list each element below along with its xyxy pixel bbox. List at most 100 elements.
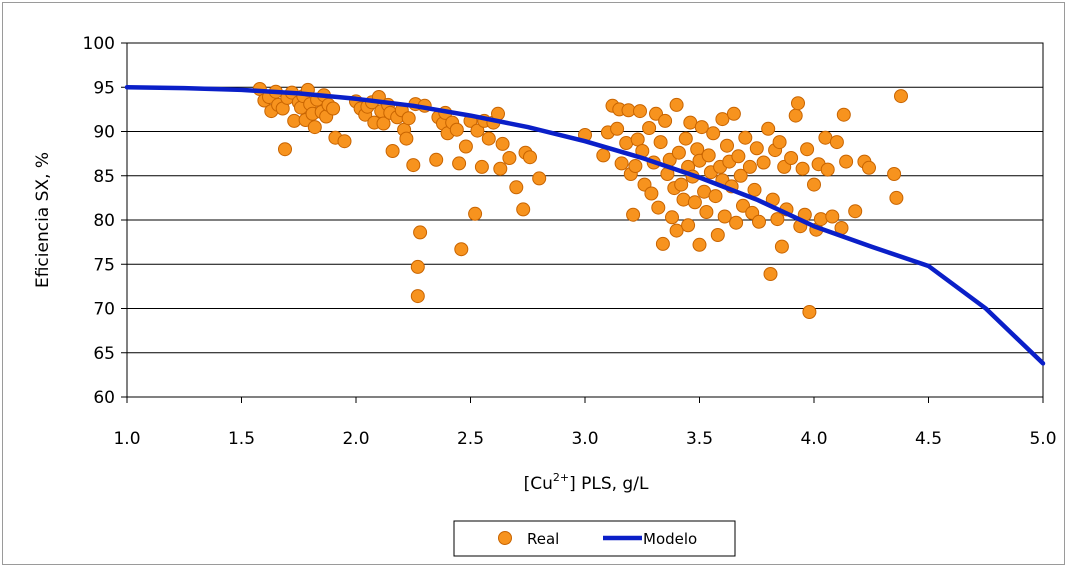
- data-point: [678, 131, 693, 146]
- data-point: [385, 144, 400, 158]
- data-point: [733, 168, 748, 183]
- data-point: [502, 151, 517, 165]
- data-point: [468, 206, 483, 221]
- data-point: [710, 228, 725, 242]
- data-point: [669, 97, 684, 112]
- y-tick-label: 65: [93, 344, 115, 364]
- data-point: [862, 160, 876, 175]
- legend-modelo-label: Modelo: [643, 530, 697, 548]
- x-tick-label: 2.0: [342, 429, 369, 449]
- data-point: [401, 111, 416, 126]
- data-point: [449, 122, 464, 137]
- data-point: [800, 142, 815, 157]
- data-point: [784, 151, 799, 165]
- data-point: [742, 159, 757, 174]
- data-point: [747, 182, 762, 197]
- x-axis-label-suffix: ] PLS, g/L: [569, 474, 649, 494]
- y-axis-ticks: 60 65 70 75 80 85 90 95 100: [83, 34, 127, 408]
- y-tick-label: 70: [93, 300, 115, 320]
- data-point: [795, 161, 810, 176]
- data-point: [763, 267, 778, 281]
- data-point: [699, 205, 714, 219]
- data-point: [825, 209, 840, 224]
- data-point: [307, 120, 322, 135]
- legend: Real Modelo: [453, 520, 736, 557]
- data-point: [681, 218, 696, 233]
- data-point: [687, 195, 702, 210]
- data-point: [495, 136, 510, 151]
- data-point: [337, 134, 352, 149]
- x-axis-label-prefix: [Cu: [524, 474, 553, 494]
- data-point: [406, 158, 421, 173]
- modelo-series-line: [124, 85, 1046, 366]
- y-tick-label: 95: [93, 78, 115, 98]
- y-tick-label: 100: [83, 34, 115, 54]
- data-point: [655, 236, 670, 251]
- data-point: [752, 214, 766, 229]
- data-point: [493, 161, 508, 176]
- data-point: [671, 145, 686, 160]
- data-point: [610, 121, 625, 136]
- data-point: [887, 167, 902, 181]
- data-point: [651, 200, 666, 215]
- data-point: [836, 107, 851, 122]
- legend-real-marker: [498, 531, 512, 545]
- data-point: [726, 106, 741, 121]
- data-point: [708, 189, 723, 204]
- data-point: [736, 198, 750, 213]
- data-point: [481, 131, 496, 146]
- data-point: [452, 156, 467, 171]
- data-point: [619, 136, 634, 150]
- x-tick-label: 4.0: [800, 429, 827, 449]
- data-point: [738, 130, 753, 145]
- data-point: [839, 154, 854, 169]
- data-point: [788, 108, 803, 123]
- y-axis-label: Eficiencia SX, %: [33, 152, 53, 288]
- data-point: [813, 212, 828, 227]
- x-tick-label: 5.0: [1029, 429, 1056, 449]
- y-tick-label: 75: [93, 255, 115, 275]
- data-point: [770, 212, 785, 227]
- data-point: [848, 204, 863, 219]
- data-point: [429, 152, 444, 167]
- data-point: [706, 126, 721, 141]
- data-point: [820, 162, 835, 177]
- data-point: [715, 112, 730, 127]
- data-point: [410, 289, 425, 304]
- x-tick-label: 3.0: [571, 429, 598, 449]
- real-series: [252, 82, 908, 319]
- data-point: [326, 101, 341, 116]
- data-point: [729, 215, 744, 230]
- data-point: [802, 305, 817, 319]
- data-point: [717, 209, 732, 224]
- x-axis-label: [Cu2+] PLS, g/L: [524, 471, 649, 494]
- data-point: [749, 141, 764, 156]
- y-tick-label: 90: [93, 123, 115, 143]
- y-tick-label: 80: [93, 211, 115, 231]
- data-point: [829, 135, 844, 150]
- data-point: [614, 156, 629, 171]
- data-point: [690, 142, 705, 157]
- x-tick-label: 4.5: [915, 429, 942, 449]
- data-point: [596, 148, 611, 163]
- data-point: [458, 139, 473, 154]
- data-point: [653, 135, 668, 150]
- data-point: [692, 237, 707, 252]
- data-point: [676, 192, 691, 207]
- data-point: [633, 104, 647, 119]
- data-point: [413, 225, 428, 240]
- data-point: [626, 207, 641, 222]
- x-axis-label-superscript: 2+: [553, 471, 569, 484]
- data-point: [774, 239, 789, 254]
- data-point: [720, 138, 734, 153]
- data-point: [665, 210, 679, 225]
- data-point: [791, 96, 805, 111]
- x-tick-label: 1.0: [113, 429, 140, 449]
- data-point: [649, 106, 663, 121]
- data-point: [701, 148, 716, 163]
- data-point: [761, 121, 776, 136]
- data-point: [669, 223, 684, 238]
- data-point: [731, 149, 746, 164]
